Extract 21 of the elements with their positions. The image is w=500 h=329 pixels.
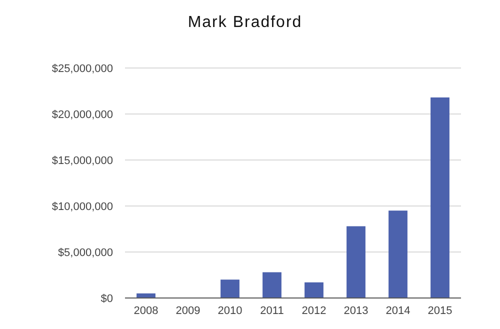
x-tick-label: 2009 bbox=[176, 305, 200, 317]
x-tick-label: 2015 bbox=[428, 305, 452, 317]
y-tick-label: $0 bbox=[100, 292, 113, 305]
bar bbox=[262, 272, 282, 298]
y-tick-label: $5,000,000 bbox=[58, 246, 113, 259]
y-tick-label: $20,000,000 bbox=[52, 108, 113, 121]
x-tick-label: 2014 bbox=[386, 305, 410, 317]
chart-title: Mark Bradford bbox=[188, 14, 302, 31]
x-tick-label: 2013 bbox=[344, 305, 368, 317]
bar bbox=[304, 282, 324, 298]
x-tick-label: 2012 bbox=[302, 305, 326, 317]
bar bbox=[388, 210, 408, 298]
y-tick-label: $15,000,000 bbox=[52, 154, 113, 167]
x-tick-label: 2011 bbox=[260, 305, 284, 317]
x-tick-label: 2010 bbox=[218, 305, 242, 317]
y-tick-label: $25,000,000 bbox=[52, 62, 113, 75]
y-tick-label: $10,000,000 bbox=[52, 200, 113, 213]
bar bbox=[430, 97, 450, 298]
bar bbox=[346, 226, 366, 298]
x-tick-label: 2008 bbox=[134, 305, 158, 317]
bar bbox=[220, 280, 240, 298]
